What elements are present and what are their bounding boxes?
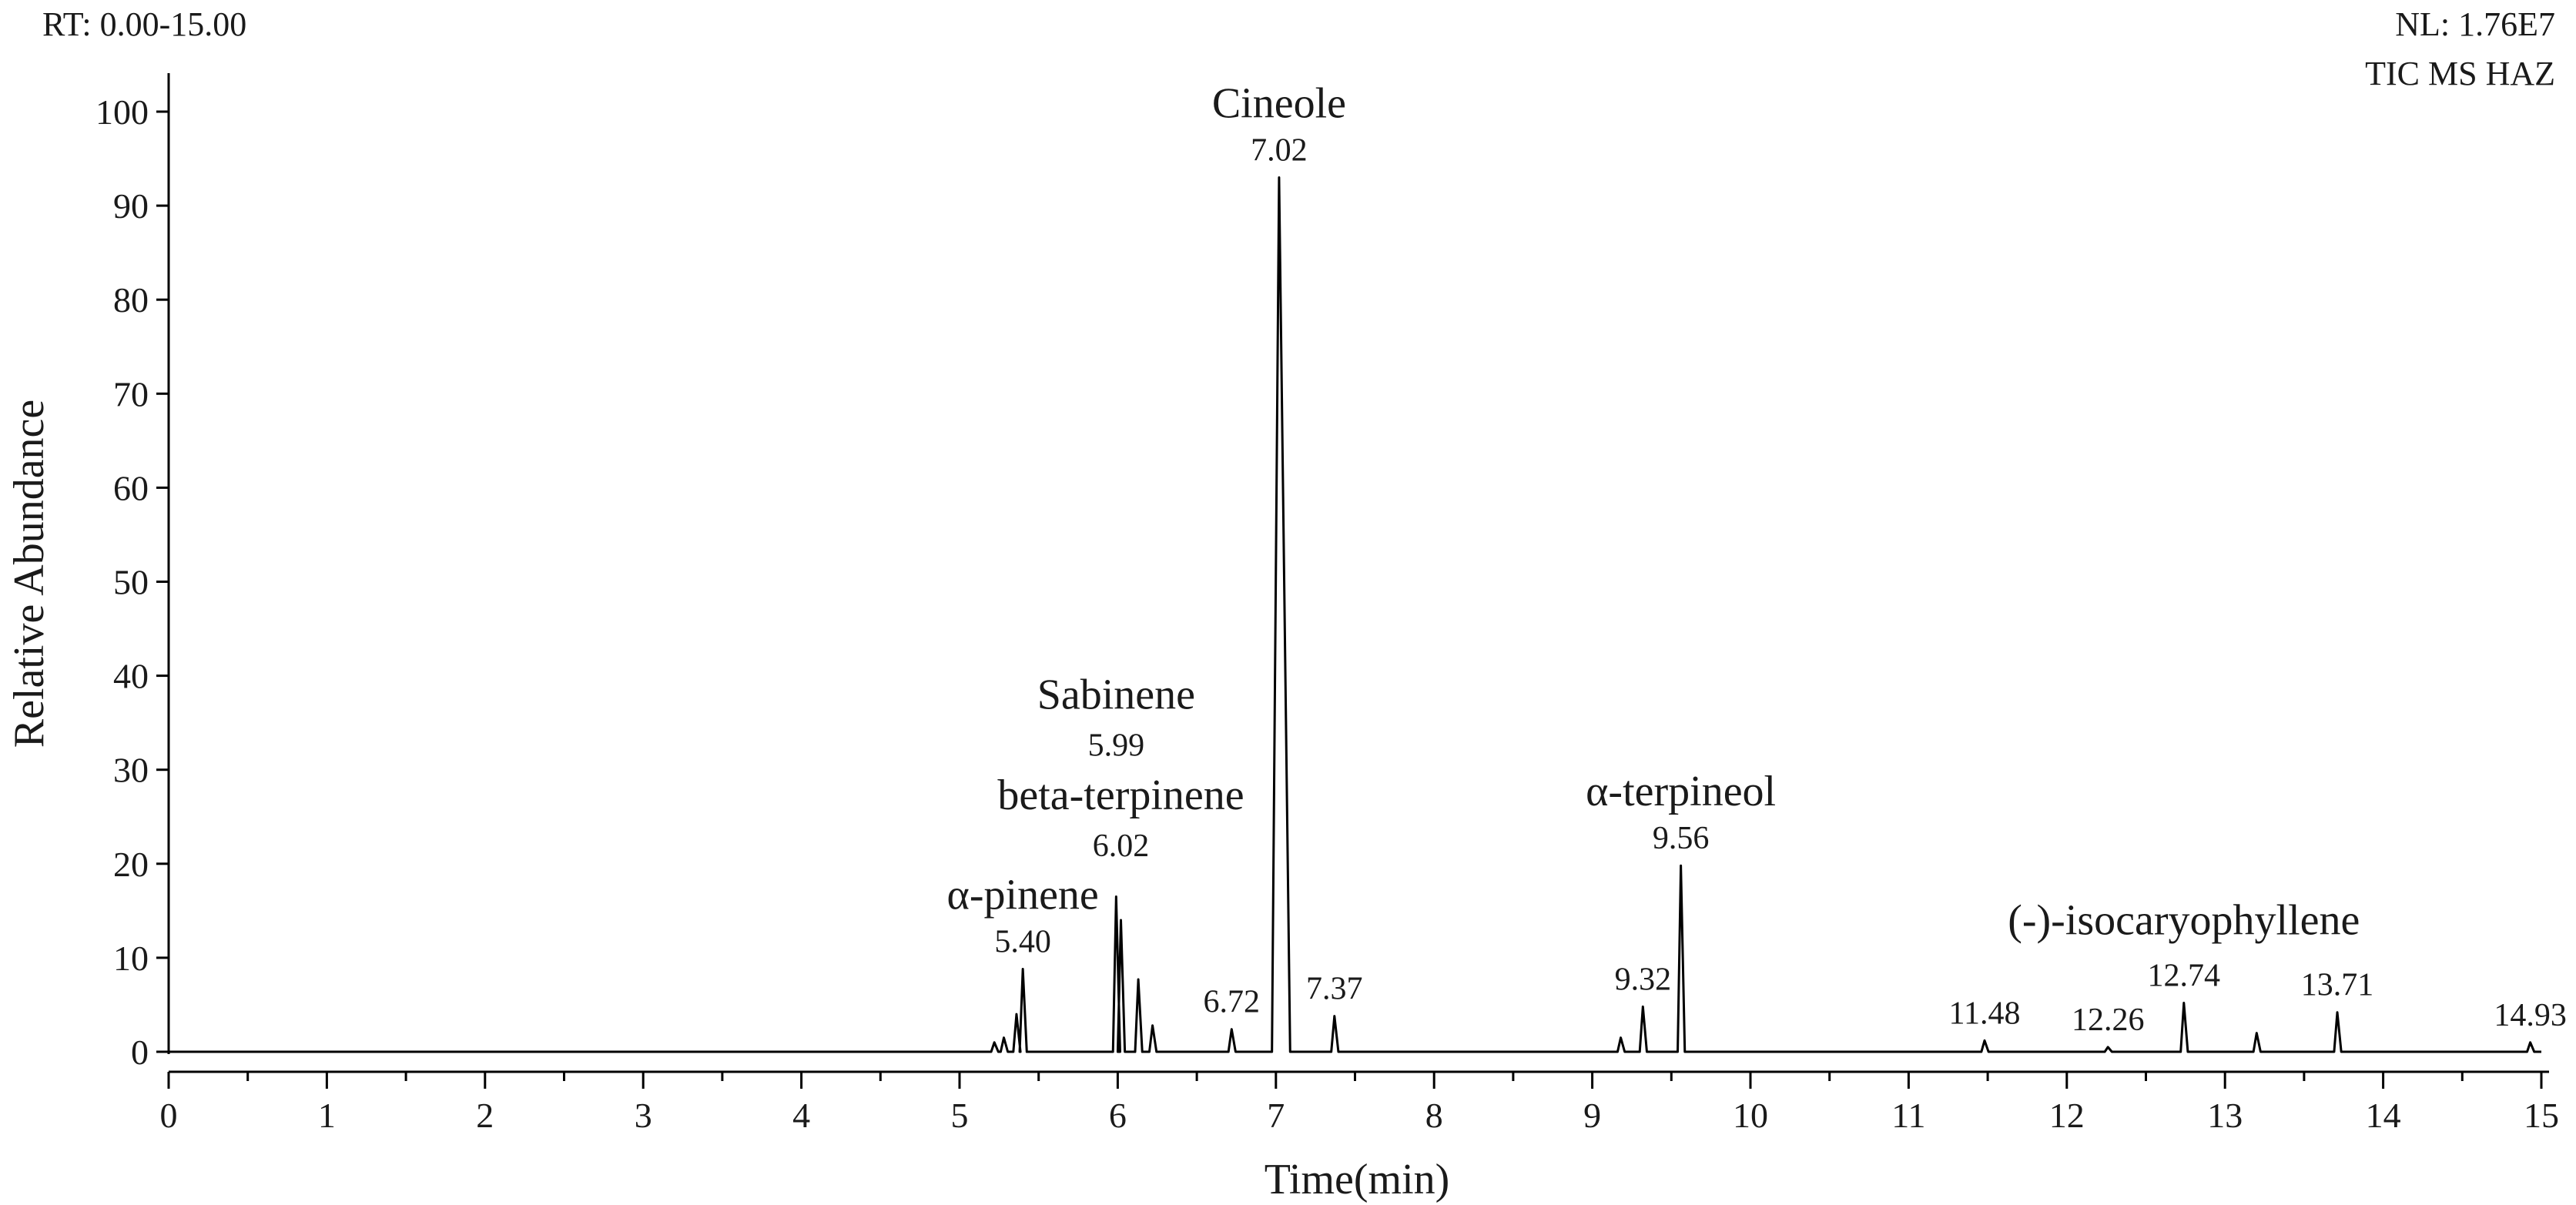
peak-rt-label: 6.02 (1093, 828, 1150, 864)
x-tick-label: 15 (2524, 1096, 2559, 1135)
x-tick-label: 12 (2049, 1096, 2085, 1135)
x-tick-label: 4 (792, 1096, 810, 1135)
peak-rt-label: 6.72 (1204, 985, 1261, 1020)
y-tick-label: 40 (113, 657, 149, 696)
y-tick-label: 90 (113, 186, 149, 226)
y-tick-label: 80 (113, 280, 149, 320)
y-tick-label: 60 (113, 468, 149, 507)
peak-rt-label: 9.56 (1653, 821, 1710, 856)
x-tick-label: 1 (318, 1096, 336, 1135)
chromatogram-trace (169, 176, 2541, 1053)
x-tick-label: 5 (951, 1096, 969, 1135)
x-tick-label: 13 (2207, 1096, 2243, 1135)
x-tick-label: 0 (160, 1096, 178, 1135)
x-tick-label: 9 (1583, 1096, 1601, 1135)
trace-type-label: TIC MS HAZ (2365, 55, 2555, 92)
peak-rt-label: 5.99 (1088, 728, 1145, 763)
rt-range-label: RT: 0.00-15.00 (42, 5, 246, 43)
y-tick-label: 100 (95, 92, 149, 132)
y-tick-label: 30 (113, 751, 149, 790)
peak-name-label: Cineole (1212, 79, 1346, 127)
peak-name-label: α-terpineol (1586, 768, 1776, 815)
peak-rt-label: 5.40 (994, 925, 1051, 960)
peak-rt-label: 7.37 (1306, 972, 1363, 1007)
x-tick-label: 11 (1891, 1096, 1925, 1135)
peak-rt-label: 12.74 (2148, 959, 2221, 994)
peak-rt-label: 9.32 (1615, 962, 1672, 997)
tic-trace-line (169, 176, 2541, 1053)
peak-rt-label: 7.02 (1251, 132, 1308, 168)
peak-name-label: Sabinene (1037, 671, 1195, 718)
y-axis-title: Relative Abundance (5, 400, 53, 748)
x-tick-label: 8 (1425, 1096, 1443, 1135)
peak-name-label: beta-terpinene (997, 772, 1244, 819)
peak-annotations: α-pinene 5.40 Sabinene 5.99 beta-terpinene 6.… (947, 79, 2567, 1037)
x-axis-title: Time(min) (1265, 1156, 1450, 1203)
y-tick-label: 70 (113, 374, 149, 413)
y-tick-label: 10 (113, 939, 149, 978)
peak-rt-label: 14.93 (2494, 998, 2567, 1033)
x-tick-label: 6 (1109, 1096, 1127, 1135)
x-tick-label: 7 (1267, 1096, 1285, 1135)
x-tick-label: 14 (2366, 1096, 2401, 1135)
peak-name-label: α-pinene (947, 872, 1099, 919)
nl-label: NL: 1.76E7 (2395, 5, 2555, 43)
peak-rt-label: 13.71 (2301, 968, 2374, 1003)
x-tick-label: 10 (1733, 1096, 1768, 1135)
peak-rt-label: 12.26 (2072, 1002, 2145, 1038)
x-tick-label: 2 (476, 1096, 494, 1135)
peak-rt-label: 11.48 (1949, 996, 2021, 1031)
x-tick-label: 3 (635, 1096, 652, 1135)
y-tick-label: 0 (131, 1033, 149, 1072)
peak-name-label: (-)-isocaryophyllene (2008, 896, 2360, 944)
y-tick-label: 50 (113, 563, 149, 602)
y-tick-label: 20 (113, 845, 149, 884)
